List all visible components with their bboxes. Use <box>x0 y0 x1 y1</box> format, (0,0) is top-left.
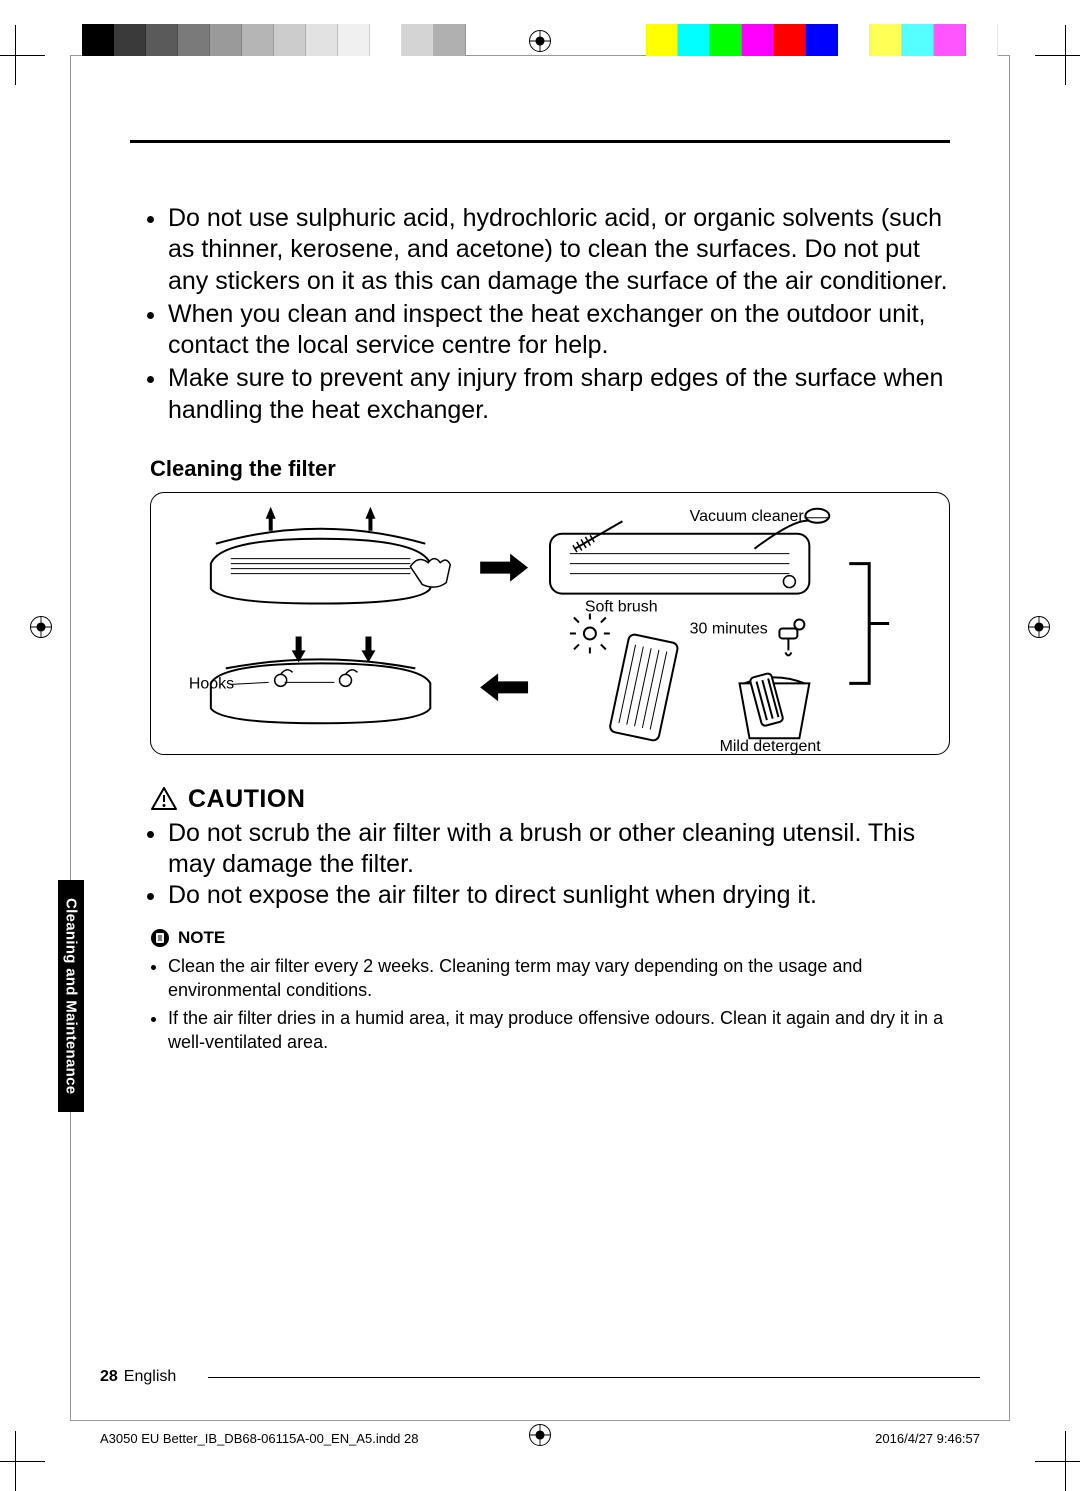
reg-mark-tl <box>0 25 45 85</box>
note-icon <box>150 928 170 948</box>
bullet-item: Do not use sulphuric acid, hydrochloric … <box>168 203 950 297</box>
reg-target-right <box>1028 616 1050 638</box>
filter-heading: Cleaning the filter <box>150 456 950 482</box>
svg-text:Vacuum cleaner: Vacuum cleaner <box>690 508 805 525</box>
reg-target-left <box>30 616 52 638</box>
reg-mark-bl <box>0 1431 45 1491</box>
note-label: NOTE <box>178 928 225 948</box>
color-bar-grayscale <box>82 24 466 56</box>
note-item: Clean the air filter every 2 weeks. Clea… <box>168 954 950 1003</box>
caution-icon <box>150 785 178 813</box>
top-rule <box>130 140 950 143</box>
print-slug-file: A3050 EU Better_IB_DB68-06115A-00_EN_A5.… <box>100 1431 418 1446</box>
bullet-item: Make sure to prevent any injury from sha… <box>168 363 950 426</box>
section-tab: Cleaning and Maintenance <box>58 880 84 1112</box>
caution-header: CAUTION <box>150 785 950 814</box>
svg-text:Mild detergent: Mild detergent <box>720 738 822 754</box>
page-content: Do not use sulphuric acid, hydrochloric … <box>100 140 980 1336</box>
reg-mark-br <box>1035 1431 1080 1491</box>
note-item: If the air filter dries in a humid area,… <box>168 1006 950 1055</box>
page-number: 28 <box>100 1368 118 1386</box>
svg-text:30 minutes: 30 minutes <box>690 620 768 637</box>
print-slug-date: 2016/4/27 9:46:57 <box>875 1431 980 1446</box>
caution-item: Do not scrub the air filter with a brush… <box>168 818 950 881</box>
footer-rule <box>208 1377 980 1378</box>
svg-text:Hooks: Hooks <box>189 675 234 692</box>
reg-mark-tr <box>1035 25 1080 85</box>
warning-bullets: Do not use sulphuric acid, hydrochloric … <box>150 203 950 426</box>
caution-label: CAUTION <box>188 785 305 814</box>
caution-item: Do not expose the air filter to direct s… <box>168 880 950 911</box>
reg-target-top <box>529 30 551 52</box>
caution-list: Do not scrub the air filter with a brush… <box>150 818 950 912</box>
svg-text:Soft brush: Soft brush <box>585 598 658 615</box>
reg-target-bottom <box>529 1424 551 1446</box>
note-list: Clean the air filter every 2 weeks. Clea… <box>150 954 950 1055</box>
page-language: English <box>124 1368 176 1386</box>
cleaning-diagram: Vacuum cleaner Soft brush <box>150 492 950 755</box>
page-footer: 28 English <box>100 1368 176 1386</box>
color-bar-cmyk <box>646 24 998 56</box>
note-header: NOTE <box>150 928 950 948</box>
bullet-item: When you clean and inspect the heat exch… <box>168 299 950 362</box>
